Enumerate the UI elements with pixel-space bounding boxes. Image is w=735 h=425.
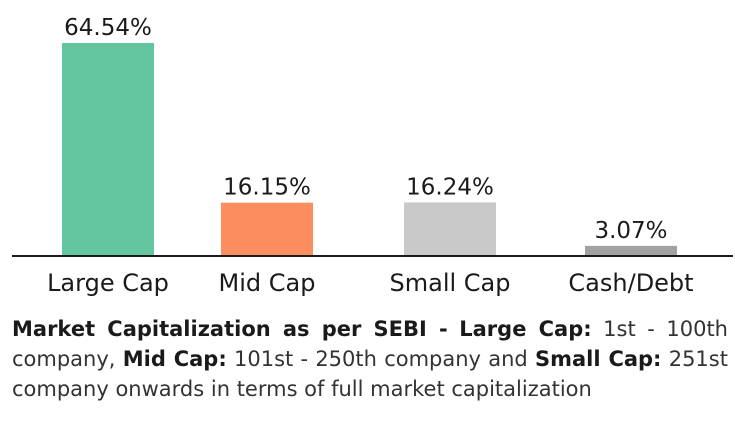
footnote-heading: Market Capitalization as per SEBI - <box>12 317 448 341</box>
category-label-cash-debt: Cash/Debt <box>568 269 693 297</box>
footnote: Market Capitalization as per SEBI - Larg… <box>12 314 728 404</box>
value-label-large-cap: 64.54% <box>64 15 152 41</box>
footnote-small-cap-label: Small Cap: <box>534 347 662 371</box>
value-label-small-cap: 16.24% <box>406 174 494 200</box>
bar-chart: 64.54% 16.15% 16.24% 3.07% Large Cap Mid Cap… <box>12 15 733 297</box>
bar-large-cap <box>62 43 154 256</box>
value-labels-group: 64.54% 16.15% 16.24% 3.07% <box>64 15 667 244</box>
footnote-large-cap-label: Large Cap: <box>459 317 592 341</box>
footnote-large-cap-text: 1st - 100th company, <box>12 317 728 371</box>
category-label-mid-cap: Mid Cap <box>219 269 316 297</box>
footnote-mid-cap-label: Mid Cap: <box>122 347 227 371</box>
category-label-large-cap: Large Cap <box>47 269 169 297</box>
bar-cash-debt <box>585 245 677 256</box>
bars-group <box>62 43 677 256</box>
category-label-small-cap: Small Cap <box>390 269 511 297</box>
value-label-mid-cap: 16.15% <box>223 175 311 201</box>
footnote-mid-cap-text: 101st - 250th company and <box>234 347 528 371</box>
footnote-small-cap-text: 251st company onwards in terms of full m… <box>12 347 728 401</box>
value-label-cash-debt: 3.07% <box>594 218 667 244</box>
category-labels-group: Large Cap Mid Cap Small Cap Cash/Debt <box>47 269 694 297</box>
bar-mid-cap <box>221 202 313 256</box>
bar-small-cap <box>404 202 496 256</box>
